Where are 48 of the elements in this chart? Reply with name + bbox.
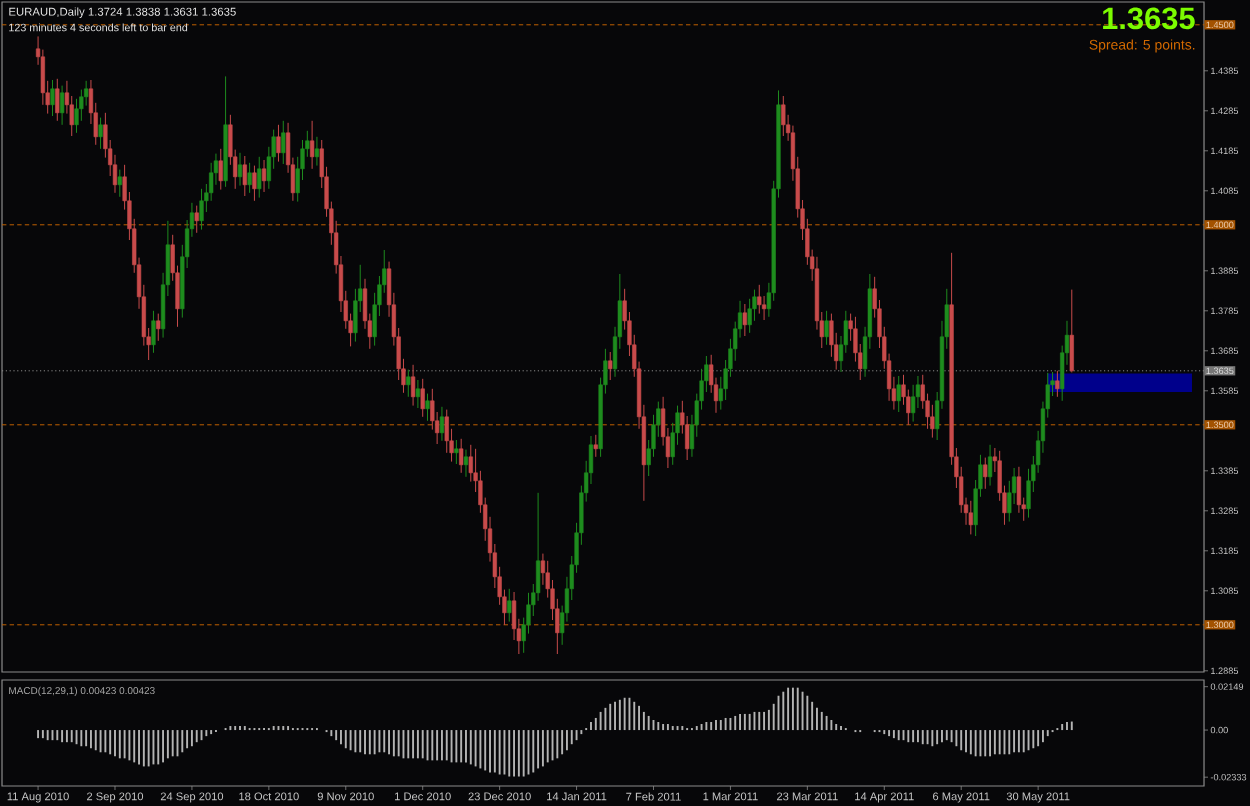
candlestick — [151, 310, 156, 354]
candlestick — [50, 79, 55, 117]
candlestick — [98, 117, 103, 150]
candlestick — [406, 369, 411, 398]
candlestick — [459, 438, 464, 474]
candlestick — [987, 444, 993, 487]
candlestick — [415, 379, 421, 409]
candlestick — [247, 162, 252, 194]
candlestick — [968, 500, 973, 535]
candlestick — [237, 152, 243, 187]
candlestick — [252, 165, 257, 202]
candlestick — [1016, 466, 1022, 514]
candlestick — [425, 393, 430, 422]
candlestick — [593, 434, 598, 458]
candlestick — [420, 378, 425, 418]
candlestick — [218, 148, 223, 191]
candlestick — [59, 85, 65, 126]
candlestick — [1055, 370, 1060, 398]
candlestick — [824, 310, 829, 346]
candlestick — [983, 457, 988, 490]
candlestick — [463, 449, 469, 478]
candlestick — [242, 155, 247, 197]
candlestick — [439, 406, 445, 442]
annotation: 1.3635 — [1103, 7, 1195, 30]
candlestick — [410, 364, 416, 407]
candlestick — [156, 313, 161, 342]
candlestick — [74, 98, 79, 134]
candlestick — [309, 120, 315, 170]
candlestick — [194, 205, 199, 234]
candlestick — [117, 169, 122, 198]
candlestick — [747, 298, 752, 334]
candlestick — [55, 78, 60, 122]
candlestick — [781, 95, 786, 137]
candlestick — [276, 124, 281, 163]
candlestick — [261, 159, 267, 193]
candlestick — [281, 120, 286, 165]
candlestick — [444, 409, 449, 454]
candlestick — [742, 303, 747, 337]
candlestick — [454, 439, 459, 465]
candlestick — [911, 384, 916, 423]
candlestick — [896, 375, 901, 413]
candlestick — [757, 284, 762, 315]
candlestick — [257, 156, 262, 199]
candlestick — [314, 136, 320, 167]
candlestick — [1069, 289, 1074, 373]
candlestick — [507, 588, 512, 623]
candlestick — [608, 351, 613, 381]
candlestick — [199, 188, 204, 231]
